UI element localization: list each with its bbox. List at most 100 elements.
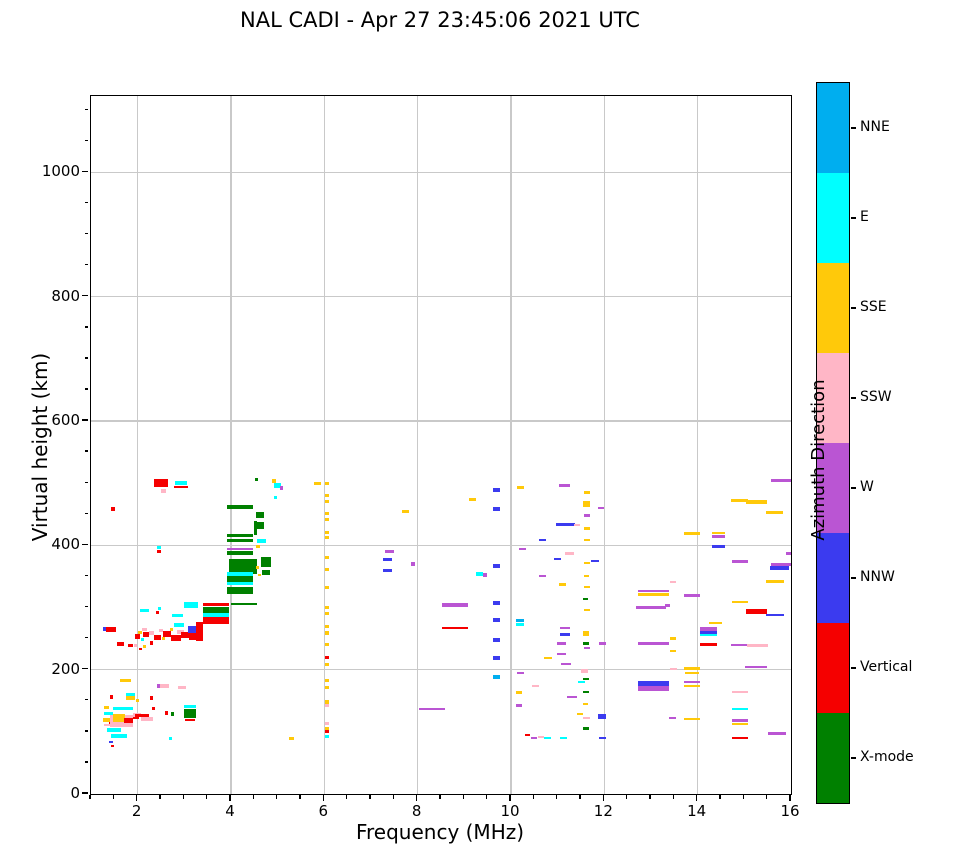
data-mark-E	[475, 572, 483, 576]
x-tick-label: 16	[780, 802, 800, 820]
colorbar-tick	[850, 127, 856, 129]
data-mark-S	[325, 556, 329, 560]
data-mark-X	[255, 512, 265, 518]
data-mark-S	[469, 498, 477, 501]
data-mark-P	[177, 685, 187, 689]
colorbar-title: Azimuth Direction	[808, 379, 829, 541]
colorbar-tick	[850, 757, 856, 759]
data-mark-E	[173, 623, 184, 627]
y-major-tick	[82, 419, 88, 421]
y-minor-tick	[84, 512, 88, 514]
data-mark-S	[138, 630, 142, 634]
data-mark-W	[517, 671, 524, 675]
data-mark-W	[636, 606, 666, 609]
data-mark-E	[256, 538, 266, 544]
data-mark-V	[162, 631, 172, 638]
data-mark-V	[325, 656, 329, 660]
data-mark-B	[383, 569, 393, 573]
data-mark-B	[492, 601, 500, 606]
x-minor-tick	[532, 795, 535, 799]
data-mark-S	[325, 700, 329, 704]
data-mark-W	[483, 573, 488, 578]
y-tick-label: 400	[51, 535, 80, 554]
data-mark-E	[700, 633, 718, 637]
x-minor-tick	[649, 795, 651, 799]
data-mark-V	[525, 733, 531, 737]
data-mark-E	[140, 638, 144, 642]
data-mark-B	[598, 736, 606, 740]
colorbar-tick	[850, 397, 856, 399]
y-tick-label: 800	[51, 286, 80, 305]
data-mark-X	[261, 556, 271, 567]
data-mark-S	[745, 500, 767, 504]
colorbar-label-SSE: SSE	[860, 299, 887, 315]
data-mark-W	[637, 686, 669, 692]
data-mark-V	[731, 736, 748, 740]
data-mark-B	[637, 681, 669, 687]
data-mark-V	[196, 622, 203, 642]
data-mark-W	[664, 604, 671, 607]
data-mark-V	[135, 714, 150, 718]
data-mark-E	[104, 711, 114, 715]
x-major-tick	[789, 795, 791, 801]
data-mark-S	[325, 482, 329, 486]
data-mark-X	[582, 642, 589, 645]
data-mark-P	[669, 667, 677, 671]
colorbar-label-W: W	[860, 479, 874, 495]
gridline-vertical	[137, 96, 139, 794]
data-mark-S	[731, 600, 748, 604]
data-mark-P	[669, 580, 676, 584]
colorbar-label-NNE: NNE	[860, 119, 890, 135]
data-mark-X	[262, 569, 270, 575]
y-minor-tick	[84, 263, 88, 266]
data-mark-S	[583, 538, 590, 542]
data-mark-V	[138, 647, 142, 651]
y-minor-tick	[84, 761, 88, 763]
data-mark-B	[559, 633, 570, 636]
data-mark-P	[731, 690, 748, 694]
data-mark-W	[531, 736, 538, 740]
colorbar-tick	[850, 217, 856, 219]
data-mark-S	[125, 696, 135, 701]
data-mark-P	[142, 627, 147, 631]
data-mark-S	[325, 531, 329, 535]
data-mark-X	[227, 576, 254, 582]
data-mark-S	[325, 612, 329, 616]
x-tick-label: 2	[131, 802, 142, 820]
data-mark-S	[583, 561, 590, 565]
data-mark-S	[683, 717, 701, 721]
data-mark-E	[731, 707, 748, 711]
data-mark-B	[492, 637, 500, 642]
colorbar-label-E: E	[860, 209, 869, 225]
y-minor-tick	[84, 232, 88, 235]
data-mark-V	[116, 642, 125, 647]
y-major-tick	[82, 295, 88, 297]
data-mark-E	[108, 728, 122, 732]
azimuth-colorbar	[816, 82, 856, 804]
data-mark-V	[132, 716, 140, 720]
data-mark-S	[325, 605, 329, 610]
data-mark-S	[684, 667, 700, 670]
data-mark-W	[385, 550, 394, 554]
data-mark-V	[173, 485, 188, 489]
data-mark-W	[745, 665, 767, 669]
x-tick-label: 8	[411, 802, 422, 820]
data-mark-E	[113, 707, 133, 711]
data-mark-V	[151, 706, 155, 710]
y-tick-label: 0	[70, 784, 80, 802]
colorbar-segment-SSW	[817, 353, 849, 443]
data-mark-W	[583, 646, 590, 650]
colorbar-tick	[850, 307, 856, 309]
data-mark-B	[492, 506, 500, 511]
data-mark-E	[516, 623, 525, 627]
data-mark-V	[171, 635, 181, 641]
data-mark-S	[670, 637, 677, 640]
data-mark-E	[227, 582, 254, 585]
data-mark-V	[185, 718, 195, 722]
x-minor-tick	[765, 795, 768, 799]
data-mark-W	[560, 662, 572, 666]
y-minor-tick	[84, 450, 88, 452]
data-mark-B	[539, 538, 547, 542]
x-minor-tick	[555, 795, 558, 799]
data-mark-X	[227, 504, 254, 509]
